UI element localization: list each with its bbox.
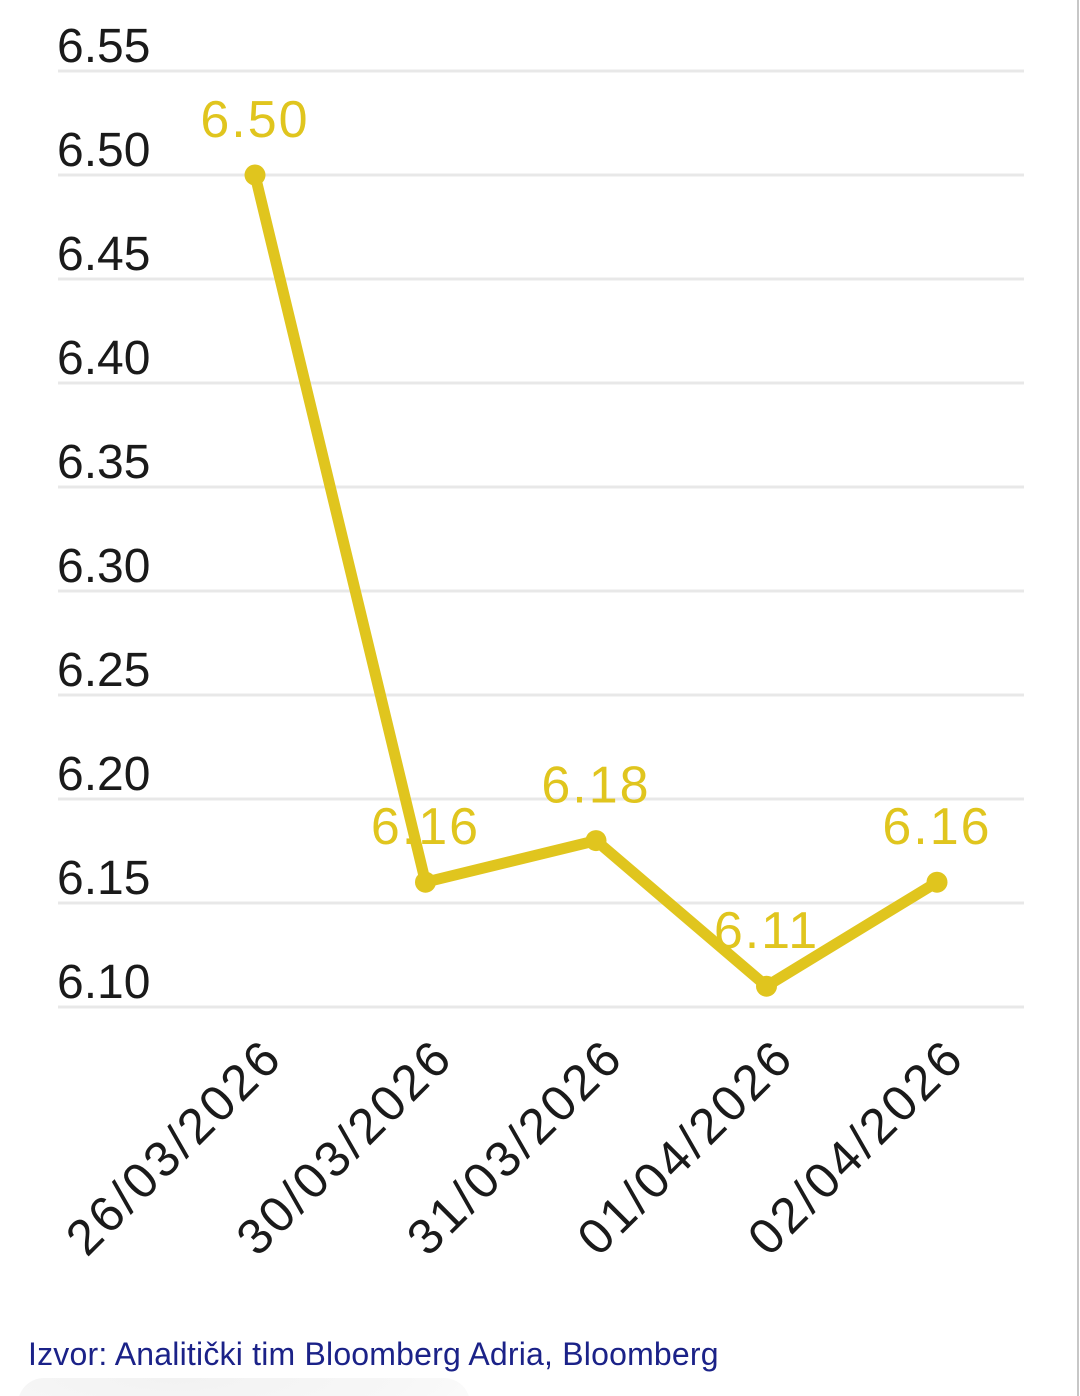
data-point bbox=[415, 871, 436, 893]
y-tick-label: 6.20 bbox=[57, 748, 150, 801]
data-point bbox=[585, 830, 607, 852]
data-point bbox=[756, 975, 777, 997]
y-tick-label: 6.30 bbox=[57, 540, 150, 593]
point-value-label: 6.11 bbox=[714, 902, 819, 960]
data-point bbox=[244, 164, 266, 186]
scrollbar-track[interactable] bbox=[1077, 0, 1079, 1396]
y-tick-label: 6.25 bbox=[57, 644, 150, 697]
point-value-label: 6.16 bbox=[371, 798, 480, 856]
series-line bbox=[249, 173, 940, 992]
y-tick-label: 6.35 bbox=[57, 436, 150, 489]
point-value-label: 6.50 bbox=[200, 91, 309, 149]
point-value-label: 6.18 bbox=[541, 757, 650, 815]
y-tick-label: 6.15 bbox=[57, 852, 150, 905]
partial-card-below bbox=[18, 1378, 470, 1396]
data-point bbox=[926, 871, 948, 893]
y-tick-label: 6.10 bbox=[57, 956, 150, 1009]
y-tick-label: 6.45 bbox=[57, 228, 150, 281]
y-tick-label: 6.50 bbox=[57, 124, 150, 177]
source-caption: Izvor: Analitički tim Bloomberg Adria, B… bbox=[28, 1336, 719, 1372]
exchange-rate-line-chart: 6.55 6.50 6.45 6.40 6.35 6.30 6.25 6.20 6.15 6.10… bbox=[55, 20, 1024, 1266]
point-value-label: 6.16 bbox=[882, 798, 991, 856]
y-tick-label: 6.40 bbox=[57, 332, 150, 385]
y-tick-label: 6.55 bbox=[57, 20, 150, 73]
